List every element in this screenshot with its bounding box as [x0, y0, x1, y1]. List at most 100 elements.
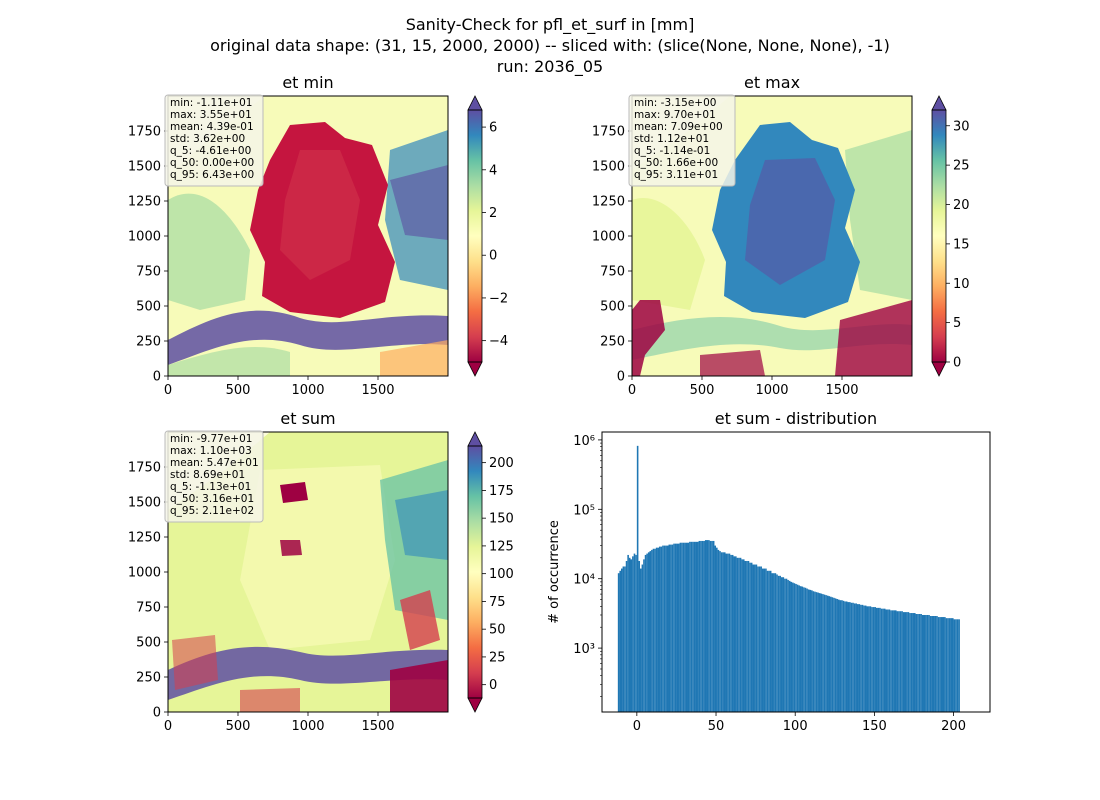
histogram-bar — [809, 589, 812, 712]
heatmap-region-southwest — [172, 635, 218, 690]
histogram-bar — [758, 566, 761, 712]
colorbar-ticks-et-max: 0 5 10 15 20 25 30 — [946, 119, 970, 371]
heatmap-region-east-core — [390, 165, 448, 240]
histogram-bar — [837, 599, 840, 712]
histogram-bar — [681, 542, 683, 712]
histogram-y-label: # of occurrence — [547, 520, 562, 624]
histogram-bar — [877, 607, 880, 712]
histogram-y-ticks: 10³ 10⁴ 10⁵ 10⁶ — [573, 434, 602, 697]
histogram-bar — [864, 605, 867, 712]
histogram-bar — [651, 549, 653, 712]
histogram-bar — [795, 583, 797, 712]
histogram-bar — [735, 556, 737, 712]
heatmap-region-south — [240, 688, 300, 712]
colorbar-tick-label: 50 — [489, 623, 506, 638]
suptitle-line-2: original data shape: (31, 15, 2000, 2000… — [210, 36, 890, 55]
histogram-bar — [931, 616, 933, 712]
colorbar-extend-bottom — [467, 697, 483, 713]
histogram-bar — [784, 578, 786, 712]
stats-box-et-sum: min: -9.77e+01 max: 1.10e+03 mean: 5.47e… — [164, 430, 264, 523]
x-tick-label: 50 — [708, 719, 725, 734]
x-tick-label: 0 — [633, 719, 641, 734]
x-tick-label: 1000 — [291, 383, 324, 398]
histogram-bar — [782, 577, 785, 712]
histogram-bar — [625, 560, 628, 712]
histogram-bar — [763, 568, 766, 712]
histogram-bar — [849, 602, 851, 712]
y-tick-label: 10³ — [573, 642, 595, 657]
histogram-bar — [910, 613, 913, 712]
histogram-bar — [858, 604, 861, 712]
histogram-bar — [657, 547, 660, 712]
histogram-bar — [939, 617, 941, 712]
histogram-bar — [833, 597, 835, 712]
histogram-bar — [826, 595, 829, 712]
histogram-bar — [674, 543, 677, 712]
histogram-bar — [920, 613, 922, 712]
heatmap-region-east-core — [395, 490, 448, 560]
histogram-bar — [814, 591, 816, 712]
histogram-bar — [761, 568, 764, 712]
y-tick-label: 750 — [600, 265, 625, 280]
colorbar-frame — [931, 109, 947, 363]
stats-box-frame — [164, 94, 264, 187]
histogram-bar — [647, 552, 650, 712]
histogram-bar — [855, 603, 857, 712]
y-tick-label: 500 — [136, 300, 161, 315]
histogram-bar — [817, 592, 819, 712]
heatmap-region-southwest — [632, 300, 665, 376]
histogram-bar — [684, 542, 686, 712]
histogram-bar — [901, 611, 903, 712]
heatmap-region-germany-inner — [280, 150, 360, 280]
histogram-bar — [937, 617, 940, 712]
histogram-bar — [934, 616, 937, 712]
histogram-bar — [630, 559, 633, 712]
histogram-bar — [666, 545, 669, 712]
y-tick-label: 10⁶ — [573, 434, 595, 449]
histogram-bar — [690, 541, 693, 712]
colorbar-tick-label: 20 — [953, 198, 970, 213]
histogram-bar — [649, 551, 652, 712]
histogram-bar — [834, 598, 837, 712]
histogram-bar — [733, 556, 736, 712]
histogram-bar — [913, 613, 916, 712]
x-tick-label: 0 — [164, 719, 172, 734]
histogram-bar — [948, 618, 951, 712]
heatmap-region-west — [632, 198, 705, 310]
colorbar-et-max: 0 5 10 15 20 25 30 — [931, 95, 970, 377]
histogram-bar — [793, 583, 796, 712]
y-tick-label: 1750 — [128, 461, 161, 476]
histogram-bar — [788, 580, 791, 712]
colorbar-ticks-et-sum: 0 25 50 75 100 125 150 175 200 — [482, 456, 514, 693]
histogram-bar — [909, 613, 911, 712]
stat-line: max: 9.70e+01 — [634, 109, 716, 121]
histogram-bar — [717, 549, 720, 712]
colorbar-frame — [467, 109, 483, 363]
colorbar-et-min: −4 −2 0 2 4 6 — [467, 95, 508, 377]
histogram-bar — [692, 541, 694, 712]
histogram-bar — [685, 542, 688, 712]
x-tick-label: 150 — [862, 719, 887, 734]
stat-line: q_95: 3.11e+01 — [634, 169, 718, 181]
histogram-bar — [839, 600, 842, 712]
colorbar-extend-top — [467, 95, 483, 111]
heatmap-region-germany — [250, 122, 395, 318]
histogram-bar — [956, 619, 959, 712]
colorbar-tick-label: 10 — [953, 277, 970, 292]
histogram-bar — [917, 613, 919, 712]
colorbar-tick-label: 200 — [489, 456, 514, 471]
histogram-bar — [757, 566, 759, 712]
colorbar-frame — [467, 445, 483, 699]
histogram-bar — [660, 546, 663, 712]
panel-title-et-sum: et sum — [280, 409, 335, 428]
histogram-bar — [779, 575, 781, 712]
histogram-bar — [883, 608, 886, 712]
histogram-bar — [654, 548, 656, 712]
histogram-bar — [646, 553, 648, 712]
histogram-bar — [671, 544, 674, 712]
histogram-bar — [747, 560, 750, 712]
histogram-bar — [663, 545, 666, 712]
histogram-bar — [665, 545, 667, 712]
colorbar-tick-label: 15 — [953, 237, 970, 252]
